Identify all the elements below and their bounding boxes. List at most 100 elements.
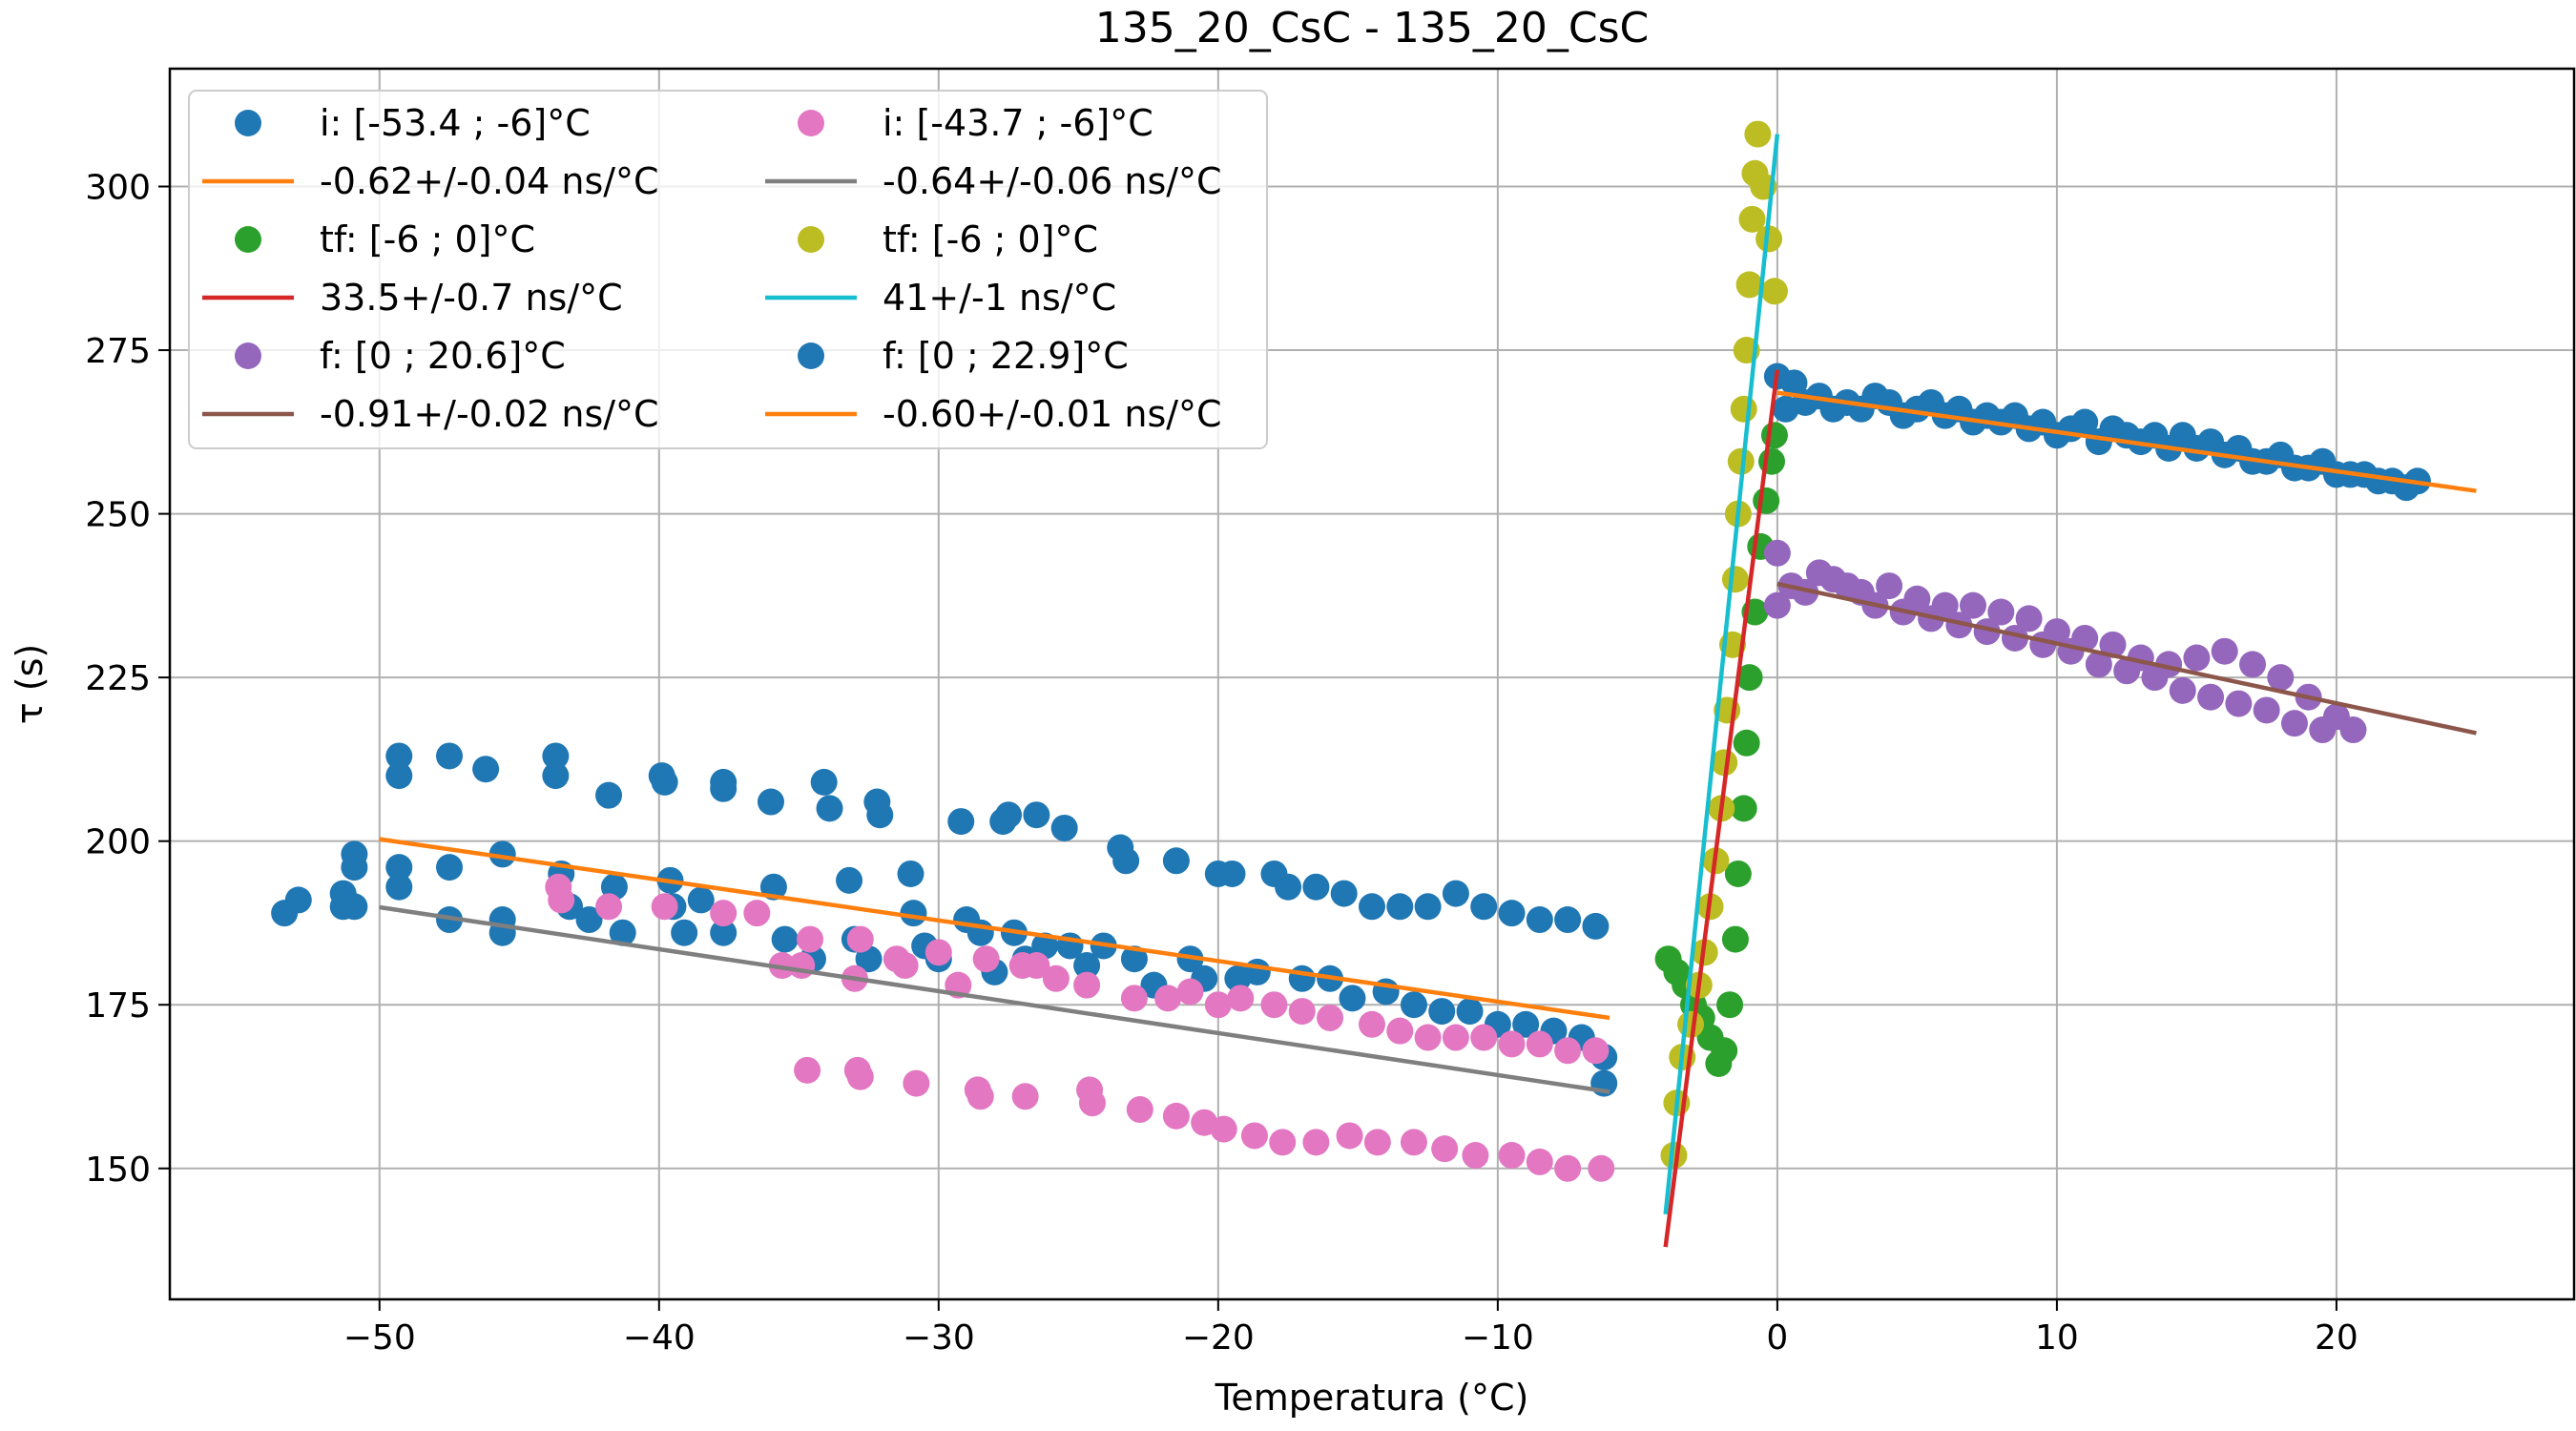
data-point — [1462, 1142, 1489, 1170]
data-point — [2071, 624, 2099, 652]
fit-line — [379, 904, 1610, 1094]
data-point — [1442, 880, 1469, 907]
data-point — [1269, 1129, 1297, 1156]
data-point — [1554, 1154, 1582, 1182]
legend-label: f: [0 ; 22.9]°C — [883, 335, 1129, 377]
data-point — [1288, 998, 1316, 1026]
data-point — [924, 939, 952, 966]
data-point — [2211, 637, 2238, 665]
data-point — [1442, 1024, 1469, 1051]
data-point — [1260, 991, 1288, 1019]
data-point — [488, 840, 516, 868]
data-point — [1526, 906, 1553, 934]
data-point — [947, 808, 975, 836]
data-point — [1960, 591, 1986, 619]
data-point — [385, 742, 413, 770]
data-point — [671, 919, 698, 946]
data-point — [575, 906, 603, 934]
data-point — [1162, 847, 1190, 875]
data-point — [966, 1083, 994, 1110]
data-point — [1400, 1129, 1427, 1156]
data-point — [1428, 998, 1456, 1026]
data-point — [1755, 225, 1783, 253]
y-axis-ticks: 150 175 200 225 250 275 300 — [85, 169, 170, 1190]
data-point — [1931, 591, 1959, 619]
y-tick-label: 300 — [85, 169, 151, 208]
data-point — [1792, 578, 1819, 606]
data-point — [1716, 991, 1744, 1019]
data-point — [1498, 1030, 1526, 1058]
data-point — [1730, 795, 1757, 822]
data-point — [995, 801, 1023, 829]
data-point — [341, 893, 368, 921]
data-point — [2099, 631, 2127, 658]
legend-label: i: [-43.7 ; -6]°C — [883, 102, 1153, 144]
y-axis-label: τ (s) — [9, 644, 51, 724]
scatter-series — [1763, 539, 2367, 744]
data-point — [1876, 572, 1903, 600]
data-point — [1582, 912, 1610, 940]
data-point — [1120, 985, 1148, 1012]
data-point — [2197, 683, 2225, 711]
data-point — [2071, 408, 2099, 436]
x-axis-label: Temperatura (°C) — [1215, 1377, 1529, 1419]
fit-line — [1776, 390, 2477, 493]
data-point — [794, 1056, 821, 1084]
data-point — [1400, 991, 1427, 1019]
legend-label: 41+/-1 ns/°C — [883, 277, 1116, 319]
data-point — [385, 854, 413, 881]
data-point — [1078, 1089, 1106, 1117]
data-point — [788, 952, 816, 980]
data-point — [2015, 605, 2043, 633]
data-point — [1073, 952, 1101, 980]
data-point — [284, 886, 312, 914]
plot-marks — [271, 120, 2477, 1248]
data-point — [897, 860, 924, 887]
data-point — [1512, 1010, 1540, 1038]
data-point — [1733, 729, 1760, 757]
data-point — [1727, 447, 1755, 475]
x-tick-label: −10 — [1462, 1318, 1534, 1358]
data-point — [1243, 958, 1271, 985]
data-point — [1023, 952, 1050, 980]
data-point — [1120, 945, 1148, 973]
data-point — [743, 900, 771, 927]
data-point — [2183, 644, 2211, 672]
data-point — [1735, 271, 1763, 299]
data-point — [2085, 651, 2112, 678]
data-point — [1302, 1129, 1330, 1156]
data-point — [836, 866, 863, 894]
data-point — [1498, 1142, 1526, 1170]
x-tick-label: 20 — [2315, 1318, 2358, 1358]
data-point — [1470, 893, 1498, 921]
data-point — [1073, 971, 1101, 999]
y-tick-label: 200 — [85, 823, 151, 862]
data-point — [1903, 585, 1931, 612]
data-point — [472, 756, 500, 783]
y-tick-label: 225 — [85, 659, 151, 698]
legend-marker — [235, 226, 261, 253]
data-point — [710, 919, 737, 946]
x-tick-label: −40 — [623, 1318, 696, 1358]
data-point — [2225, 690, 2253, 717]
legend-box — [188, 90, 1268, 449]
data-point — [595, 781, 623, 809]
data-point — [651, 893, 678, 921]
data-point — [1711, 1037, 1738, 1065]
data-point — [2267, 664, 2295, 692]
data-point — [687, 886, 715, 914]
data-point — [2339, 716, 2367, 744]
legend-label: -0.62+/-0.04 ns/°C — [320, 160, 659, 202]
data-point — [1154, 985, 1182, 1012]
data-point — [1721, 566, 1749, 593]
data-point — [1738, 205, 1766, 233]
data-point — [1735, 664, 1763, 692]
data-point — [1763, 591, 1791, 619]
data-point — [1526, 1030, 1553, 1058]
legend-label: tf: [-6 ; 0]°C — [883, 218, 1098, 260]
data-point — [1456, 998, 1484, 1026]
data-point — [1302, 873, 1330, 901]
legend-label: tf: [-6 ; 0]°C — [320, 218, 535, 260]
legend-marker — [798, 342, 824, 369]
data-point — [2169, 676, 2196, 704]
